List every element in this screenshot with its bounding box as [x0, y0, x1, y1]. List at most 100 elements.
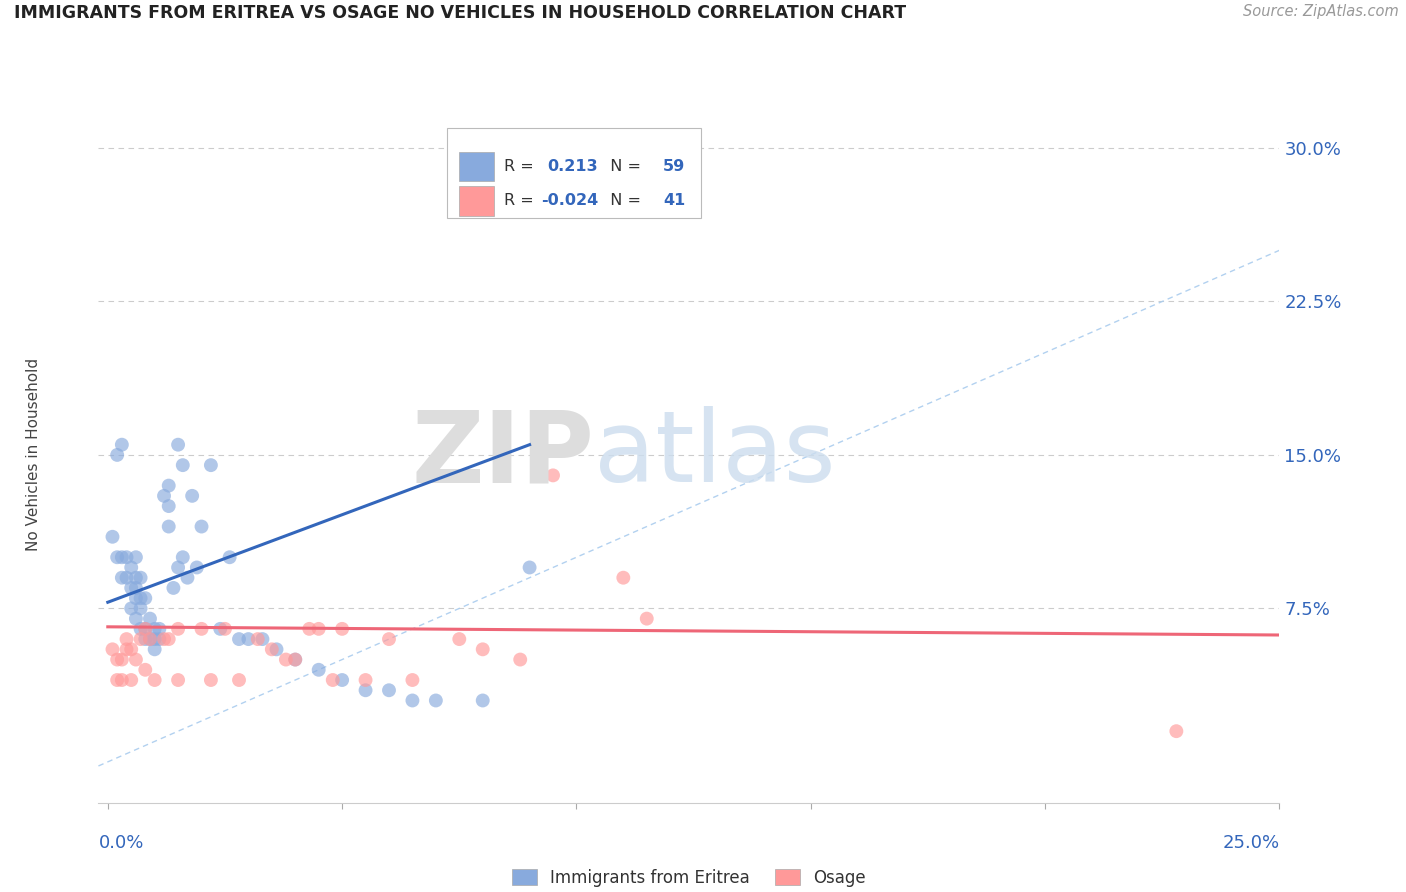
Text: ZIP: ZIP: [412, 407, 595, 503]
Point: [143, 673, 166, 687]
Point: [115, 550, 138, 565]
Point: [157, 632, 180, 646]
Point: [228, 673, 250, 687]
Point: [157, 519, 180, 533]
Point: [246, 632, 269, 646]
Point: [378, 632, 401, 646]
Legend: Immigrants from Eritrea, Osage: Immigrants from Eritrea, Osage: [505, 862, 873, 892]
Point: [134, 663, 156, 677]
Bar: [458, 152, 494, 181]
Point: [111, 673, 134, 687]
Point: [449, 632, 471, 646]
Point: [129, 591, 152, 606]
Point: [105, 448, 128, 462]
Point: [111, 550, 134, 565]
Point: [186, 560, 208, 574]
Point: [101, 642, 124, 657]
Point: [139, 612, 162, 626]
Point: [1166, 724, 1188, 739]
Point: [218, 550, 240, 565]
Point: [148, 622, 170, 636]
Point: [143, 622, 166, 636]
Point: [401, 693, 423, 707]
Point: [167, 622, 190, 636]
Point: [105, 652, 128, 666]
Text: R =: R =: [503, 194, 538, 209]
Text: -0.024: -0.024: [541, 194, 599, 209]
Point: [129, 571, 152, 585]
Point: [200, 673, 222, 687]
Text: Source: ZipAtlas.com: Source: ZipAtlas.com: [1243, 4, 1399, 20]
Point: [330, 622, 353, 636]
Point: [101, 530, 124, 544]
Text: N =: N =: [600, 194, 647, 209]
Point: [111, 571, 134, 585]
Point: [134, 632, 156, 646]
Point: [612, 571, 634, 585]
Text: 59: 59: [664, 159, 685, 174]
Point: [425, 693, 447, 707]
Point: [284, 652, 307, 666]
Point: [274, 652, 297, 666]
Text: IMMIGRANTS FROM ERITREA VS OSAGE NO VEHICLES IN HOUSEHOLD CORRELATION CHART: IMMIGRANTS FROM ERITREA VS OSAGE NO VEHI…: [14, 4, 907, 22]
Point: [115, 632, 138, 646]
Point: [162, 581, 184, 595]
Point: [214, 622, 236, 636]
Point: [401, 673, 423, 687]
Point: [105, 673, 128, 687]
Point: [157, 499, 180, 513]
Point: [125, 581, 148, 595]
Point: [143, 632, 166, 646]
Point: [330, 673, 353, 687]
Point: [238, 632, 260, 646]
Point: [120, 673, 142, 687]
Point: [134, 622, 156, 636]
Point: [354, 683, 377, 698]
Point: [228, 632, 250, 646]
Point: [509, 652, 531, 666]
Point: [378, 683, 401, 698]
Point: [181, 489, 204, 503]
Point: [125, 612, 148, 626]
Point: [115, 571, 138, 585]
Point: [120, 560, 142, 574]
Point: [120, 642, 142, 657]
Text: R =: R =: [503, 159, 538, 174]
Point: [167, 438, 190, 452]
Point: [284, 652, 307, 666]
Bar: [447, 128, 700, 219]
Point: [125, 571, 148, 585]
Text: atlas: atlas: [595, 407, 837, 503]
Point: [115, 642, 138, 657]
Point: [322, 673, 344, 687]
Point: [200, 458, 222, 472]
Point: [143, 642, 166, 657]
Point: [167, 560, 190, 574]
Point: [129, 622, 152, 636]
Point: [105, 550, 128, 565]
Point: [308, 663, 330, 677]
Point: [139, 632, 162, 646]
Point: [111, 652, 134, 666]
Point: [148, 632, 170, 646]
Point: [134, 622, 156, 636]
Point: [471, 693, 494, 707]
Point: [153, 632, 176, 646]
Point: [125, 652, 148, 666]
Point: [167, 673, 190, 687]
Bar: [458, 186, 494, 216]
Text: 0.213: 0.213: [547, 159, 598, 174]
Point: [125, 550, 148, 565]
Point: [252, 632, 274, 646]
Point: [471, 642, 494, 657]
Point: [129, 601, 152, 615]
Point: [157, 478, 180, 492]
Point: [153, 489, 176, 503]
Point: [636, 612, 658, 626]
Text: No Vehicles in Household: No Vehicles in Household: [25, 359, 41, 551]
Point: [190, 519, 212, 533]
Point: [176, 571, 198, 585]
Point: [308, 622, 330, 636]
Point: [519, 560, 541, 574]
Point: [139, 632, 162, 646]
